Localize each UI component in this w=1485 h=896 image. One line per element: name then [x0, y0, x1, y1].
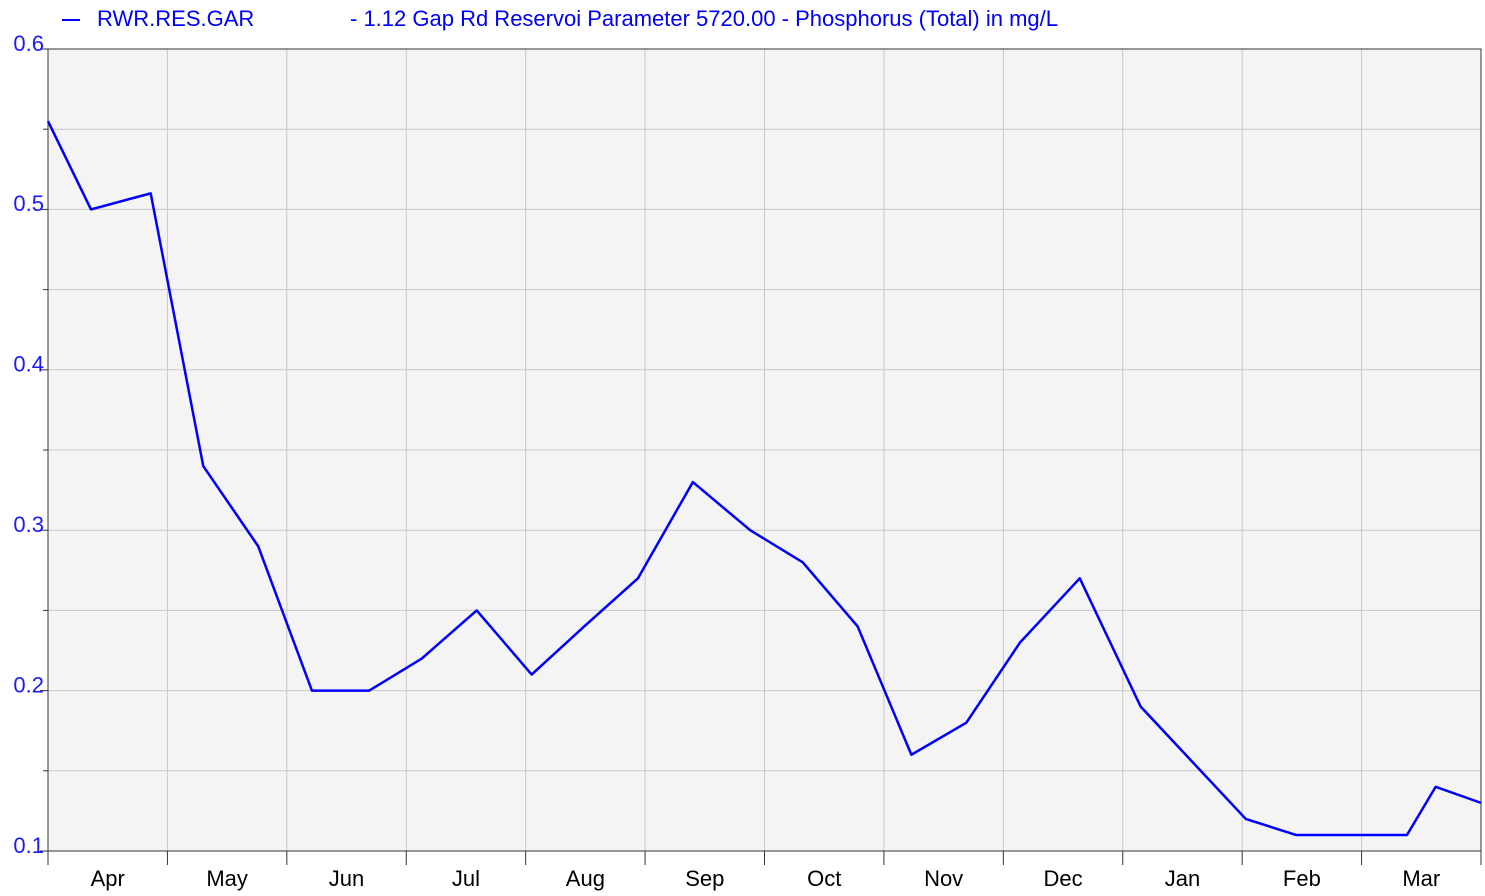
x-tick-label: May — [206, 866, 248, 891]
x-tick-label: Jul — [452, 866, 480, 891]
x-tick-label: Apr — [91, 866, 125, 891]
y-tick-label: 0.4 — [13, 352, 44, 377]
plot-border — [47, 48, 1482, 852]
data-line — [46, 120, 1482, 837]
x-tick-label: Jun — [329, 866, 364, 891]
x-tick-label: Oct — [807, 866, 841, 891]
x-tick-label: Jan — [1165, 866, 1200, 891]
y-tick-label: 0.3 — [13, 512, 44, 537]
x-tick-label: Nov — [924, 866, 963, 891]
y-tick-label: 0.5 — [13, 191, 44, 216]
chart-title: - 1.12 Gap Rd Reservoi Parameter 5720.00… — [350, 6, 1058, 31]
x-tick-label: Aug — [566, 866, 605, 891]
y-tick-label: 0.2 — [13, 672, 44, 697]
x-tick-label: Dec — [1043, 866, 1082, 891]
legend-label: RWR.RES.GAR — [97, 6, 254, 31]
y-tick-label: 0.6 — [13, 31, 44, 56]
x-tick-label: Sep — [685, 866, 724, 891]
x-tick-label: Feb — [1283, 866, 1321, 891]
y-tick-label: 0.1 — [13, 833, 44, 858]
x-tick-label: Mar — [1402, 866, 1440, 891]
